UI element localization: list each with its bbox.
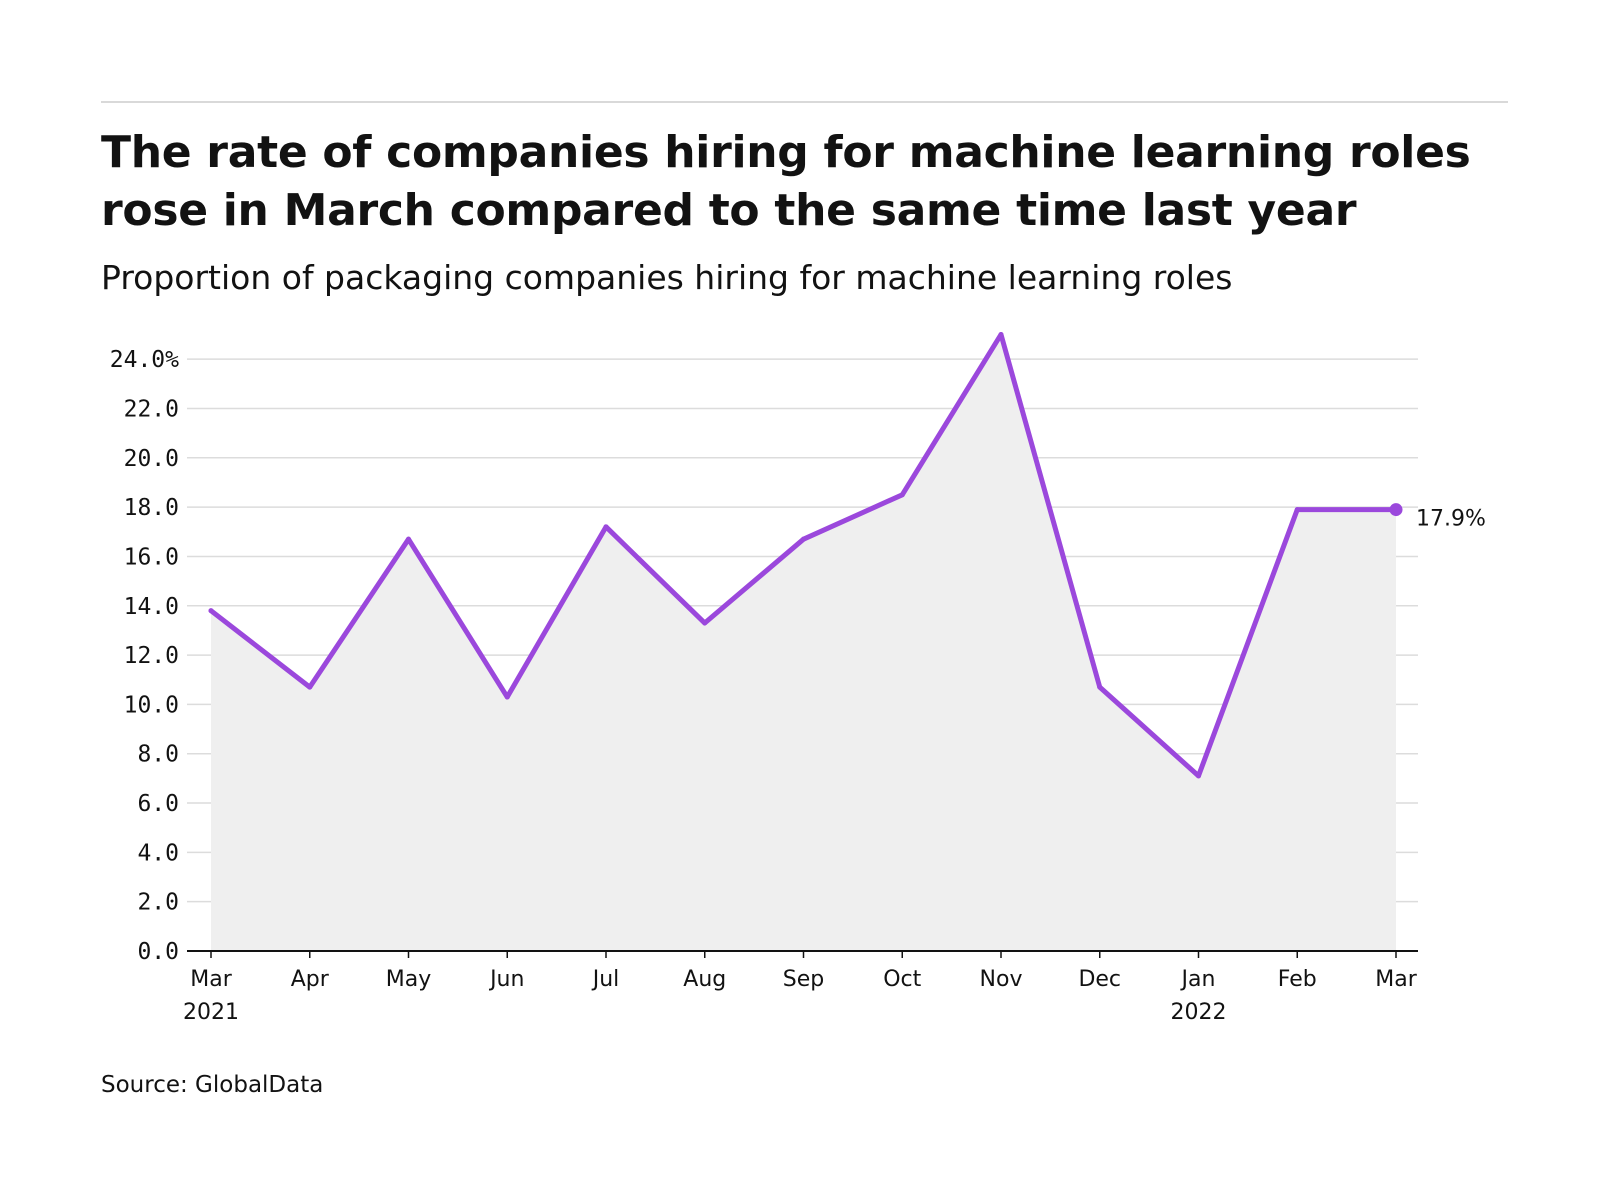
data-point: [1097, 684, 1103, 690]
data-point: [702, 620, 708, 626]
x-tick-label: Mar: [1375, 967, 1417, 992]
end-value-label: 17.9%: [1416, 507, 1486, 532]
x-tick-label: Mar: [190, 967, 232, 992]
x-tick-label: Jun: [488, 967, 524, 992]
source-note: Source: GlobalData: [101, 1072, 324, 1098]
data-point: [406, 536, 411, 542]
area-fill-layer: [211, 334, 1396, 951]
x-tick-label: Nov: [980, 967, 1023, 992]
top-divider: [101, 101, 1508, 103]
y-tick-label: 16.0: [124, 544, 179, 570]
y-tick-label: 8.0: [137, 742, 179, 768]
x-tick-label: Aug: [683, 967, 726, 992]
data-point: [504, 694, 510, 700]
area-fill: [211, 334, 1396, 951]
y-tick-label: 24.0%: [110, 347, 179, 373]
x-tick-label: 2021: [183, 1000, 239, 1025]
y-tick-label: 20.0: [124, 446, 179, 472]
x-tick-label: May: [386, 967, 431, 992]
y-axis-ticks: 0.0 2.0 4.0 6.0 8.0 10.0 12.0 14.0 16.0 18.0 20.0 2…: [110, 347, 179, 965]
data-point: [208, 608, 214, 614]
x-tick-label: Jul: [591, 967, 620, 992]
data-point: [801, 536, 806, 542]
x-tick-label: Sep: [783, 967, 824, 992]
y-tick-label: 14.0: [124, 594, 179, 620]
x-tick-label: Apr: [291, 967, 330, 992]
data-point: [998, 332, 1004, 337]
end-point-marker: [1389, 503, 1403, 517]
data-point: [1196, 773, 1201, 779]
data-point: [899, 492, 905, 498]
data-point: [603, 524, 609, 530]
data-point: [1294, 507, 1300, 513]
y-tick-label: 0.0: [137, 939, 179, 965]
x-axis: Mar 2021 Apr May Jun Jul Aug Sep Oct Nov Dec Jan 202…: [183, 950, 1418, 1025]
y-tick-label: 10.0: [124, 692, 179, 718]
x-tick-label: Jan: [1180, 967, 1216, 992]
x-tick-label: 2022: [1171, 1000, 1227, 1025]
y-tick-label: 18.0: [124, 495, 179, 521]
y-tick-label: 2.0: [137, 890, 179, 916]
x-tick-label: Dec: [1078, 967, 1121, 992]
data-point: [307, 684, 313, 690]
chart-title: The rate of companies hiring for machine…: [101, 127, 1471, 236]
x-tick-label: Feb: [1278, 967, 1317, 992]
chart-subtitle: Proportion of packaging companies hiring…: [101, 258, 1233, 297]
y-tick-label: 6.0: [137, 791, 179, 817]
y-tick-label: 22.0: [124, 396, 179, 422]
series-layer: 17.9%: [208, 332, 1486, 779]
y-tick-label: 12.0: [124, 643, 179, 669]
x-tick-label: Oct: [883, 967, 921, 992]
y-tick-label: 4.0: [137, 840, 179, 866]
